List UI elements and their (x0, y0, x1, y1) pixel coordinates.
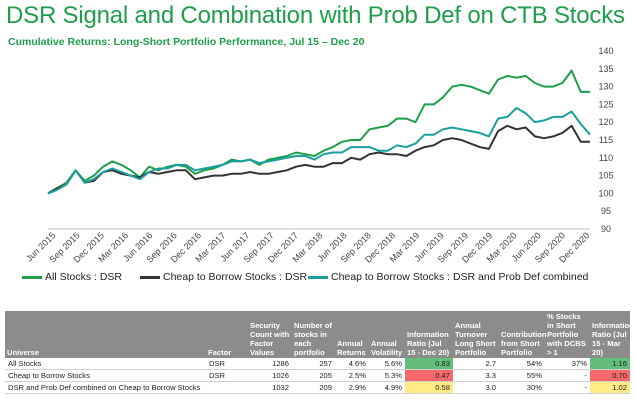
cell-turnover: 2.7 (453, 358, 499, 370)
cell-information-ratio: 0.47 (405, 369, 453, 382)
header-turnover: Annual Turnover Long Short Portfolio (453, 311, 499, 358)
performance-table: Universe Factor Security Count with Fact… (5, 311, 634, 394)
legend-item-all-stocks: All Stocks : DSR (22, 271, 122, 283)
cell-count: 1032 (248, 381, 292, 394)
legend-label: Cheap to Borrow Stocks : DSR and Prob De… (331, 271, 589, 283)
chart-legend: All Stocks : DSR Cheap to Borrow Stocks … (0, 271, 636, 285)
cell-annual-returns: 2.9% (335, 381, 369, 394)
y-tick-label: 140 (598, 46, 613, 56)
cell-portfolio-size: 257 (292, 358, 335, 370)
legend-item-ctb-dsr: Cheap to Borrow Stocks : DSR (140, 271, 307, 283)
table-row: DSR and Prob Def combined on Cheap to Bo… (5, 381, 630, 394)
header-information-ratio: Information Ratio (Jul 15 - Dec 20) (405, 311, 453, 358)
cell-pct-dcbs: - (545, 369, 590, 382)
cell-annual-returns: 4.6% (335, 358, 369, 370)
header-factor: Factor (206, 311, 248, 358)
cell-information-ratio: 0.58 (405, 381, 453, 394)
legend-swatch (308, 275, 328, 279)
series-line-ctb-combined (47, 107, 591, 195)
cell-short-contribution: 55% (499, 369, 545, 382)
cell-count: 1026 (248, 369, 292, 382)
y-tick-label: 110 (599, 153, 613, 163)
y-tick-label: 90 (601, 224, 611, 234)
cell-short-contribution: 30% (499, 381, 545, 394)
y-tick-label: 135 (598, 64, 613, 74)
y-tick-label: 120 (598, 117, 613, 127)
cell-universe: Cheap to Borrow Stocks (5, 369, 206, 382)
y-tick-label: 100 (598, 188, 613, 198)
header-annual-returns: Annual Returns (335, 311, 369, 358)
legend-swatch (140, 275, 160, 279)
cell-factor: DSR (206, 369, 248, 382)
cell-information-ratio-2: 1.02 (590, 381, 630, 394)
y-tick-label: 105 (598, 171, 613, 181)
y-tick-label: 115 (599, 135, 613, 145)
cell-factor: DSR (206, 358, 248, 370)
legend-item-ctb-combined: Cheap to Borrow Stocks : DSR and Prob De… (308, 271, 588, 283)
header-pct-dcbs: % Stocks in Short Portfolio with DCBS > … (545, 311, 590, 358)
cell-annual-returns: 2.5% (335, 369, 369, 382)
y-tick-label: 95 (601, 206, 611, 216)
cell-pct-dcbs: 37% (545, 358, 590, 370)
cell-universe: DSR and Prob Def combined on Cheap to Bo… (5, 381, 206, 394)
chart-subtitle: Cumulative Returns: Long-Short Portfolio… (8, 36, 365, 48)
cell-pct-dcbs: - (545, 381, 590, 394)
cell-universe: All Stocks (5, 358, 206, 370)
cell-factor (206, 381, 248, 394)
y-tick-label: 130 (598, 82, 613, 92)
cell-information-ratio-2: 0.70 (590, 369, 630, 382)
chart-title: DSR Signal and Combination with Prob Def… (6, 2, 625, 29)
cell-short-contribution: 54% (499, 358, 545, 370)
cell-count: 1286 (248, 358, 292, 370)
cell-portfolio-size: 205 (292, 369, 335, 382)
cell-information-ratio: 0.83 (405, 358, 453, 370)
y-tick-label: 125 (598, 99, 613, 109)
header-annual-volatility: Annual Volatility (369, 311, 405, 358)
header-universe: Universe (5, 311, 206, 358)
cell-annual-volatility: 5.6% (369, 358, 405, 370)
header-information-ratio-2: Information Ratio (Jul 15 - Mar 20) (590, 311, 634, 358)
table-body: All Stocks DSR 1286 257 4.6% 5.6% 0.83 2… (5, 358, 630, 394)
chart-series (47, 69, 591, 195)
legend-swatch (22, 275, 42, 279)
cell-portfolio-size: 209 (292, 381, 335, 394)
table-header-row: Universe Factor Security Count with Fact… (5, 311, 634, 358)
header-short-contribution: Contribution from Short Portfolio (499, 311, 547, 358)
header-portfolio-size: Number of stocks in each portfolio (292, 311, 335, 358)
cell-information-ratio-2: 1.16 (590, 358, 630, 370)
cell-turnover: 3.0 (453, 381, 499, 394)
legend-label: Cheap to Borrow Stocks : DSR (163, 271, 308, 283)
cell-annual-volatility: 4.9% (369, 381, 405, 394)
cell-turnover: 3.3 (453, 369, 499, 382)
series-line-ctb-dsr (47, 124, 590, 195)
table-row: All Stocks DSR 1286 257 4.6% 5.6% 0.83 2… (5, 358, 630, 370)
table-row: Cheap to Borrow Stocks DSR 1026 205 2.5%… (5, 369, 630, 382)
header-security-count: Security Count with Factor Values (248, 311, 292, 358)
legend-label: All Stocks : DSR (45, 271, 123, 283)
cell-annual-volatility: 5.3% (369, 369, 405, 382)
